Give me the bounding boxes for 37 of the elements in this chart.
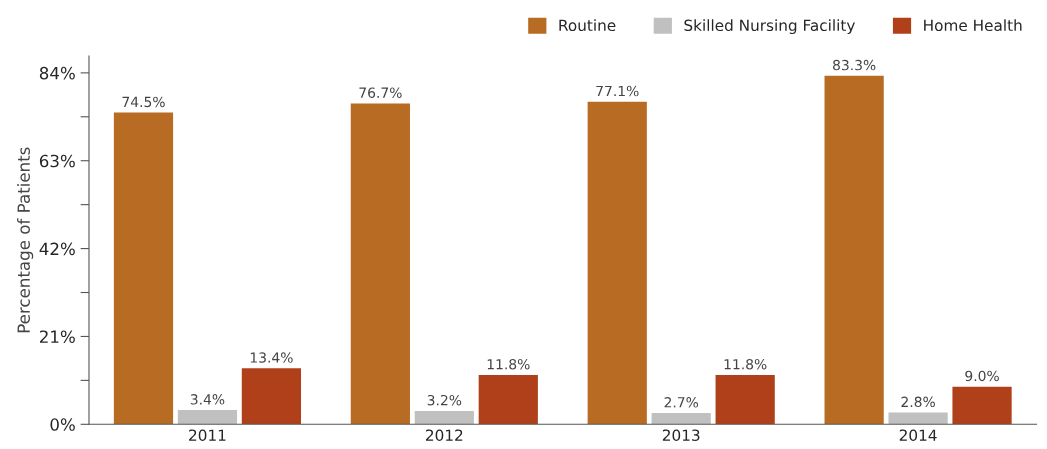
bar — [587, 101, 647, 425]
bar — [241, 368, 302, 425]
data-label: 3.2% — [427, 394, 462, 406]
bar — [888, 412, 948, 425]
bar — [350, 103, 410, 425]
data-label: 13.4% — [250, 352, 293, 363]
data-label: 76.7% — [359, 87, 402, 98]
y-tick-label: 21% — [39, 330, 75, 344]
bar — [715, 374, 775, 425]
x-tick-label: 2013 — [662, 429, 700, 441]
data-label: 11.8% — [724, 358, 767, 370]
bar — [177, 410, 238, 425]
legend-label: Routine — [559, 19, 616, 32]
data-label: 11.8% — [487, 358, 530, 370]
x-tick-label: 2012 — [426, 429, 463, 441]
x-tick-label: 2011 — [189, 429, 226, 441]
bar — [952, 386, 1012, 425]
bar — [113, 112, 174, 425]
legend-label: Home Health — [924, 19, 1022, 32]
legend-label: Skilled Nursing Facility — [684, 19, 855, 35]
y-tick-label: 63% — [39, 154, 75, 168]
bar — [651, 413, 711, 425]
bar — [478, 374, 538, 425]
y-axis-title: Percentage of Patients — [17, 147, 34, 333]
x-tick-label: 2014 — [899, 429, 937, 441]
data-label: 9.0% — [965, 370, 999, 382]
data-label: 74.5% — [122, 96, 165, 108]
data-label: 3.4% — [190, 394, 225, 405]
y-tick-label: 0% — [50, 418, 75, 431]
bar — [824, 75, 884, 425]
data-label: 77.1% — [596, 85, 639, 97]
data-label: 83.3% — [833, 59, 876, 71]
y-tick-label: 84% — [39, 66, 75, 80]
bar — [414, 410, 474, 425]
y-tick-label: 42% — [39, 242, 75, 256]
data-label: 2.7% — [664, 397, 699, 408]
data-label: 2.8% — [901, 396, 935, 408]
